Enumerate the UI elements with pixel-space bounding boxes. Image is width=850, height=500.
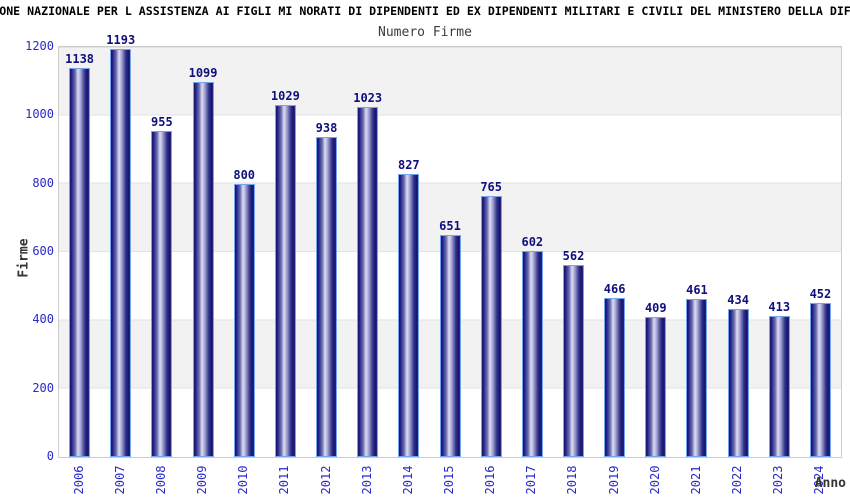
x-tick-label-2017: 2017 bbox=[524, 465, 539, 495]
bar-value-label-2022: 434 bbox=[727, 293, 749, 307]
y-tick-label-800: 800 bbox=[32, 175, 54, 190]
x-tick-label-2022: 2022 bbox=[730, 465, 745, 495]
y-tick-label-400: 400 bbox=[32, 312, 54, 327]
bar-2017 bbox=[521, 251, 543, 457]
bar-2014 bbox=[398, 174, 420, 457]
bar-value-label-2015: 651 bbox=[439, 219, 461, 233]
x-tick-label-2007: 2007 bbox=[112, 465, 127, 495]
bar-value-label-2019: 466 bbox=[603, 282, 626, 296]
y-tick-label-600: 600 bbox=[32, 244, 54, 258]
x-axis-title: Anno bbox=[814, 476, 846, 491]
bar-value-label-2013: 1023 bbox=[353, 91, 383, 105]
bar-2013 bbox=[357, 107, 379, 457]
x-tick-label-2008: 2008 bbox=[153, 465, 168, 495]
bar-2019 bbox=[604, 298, 626, 457]
x-tick-label-2016: 2016 bbox=[483, 465, 498, 495]
bar-value-label-2011: 1029 bbox=[270, 89, 300, 103]
y-tick-label-200: 200 bbox=[32, 380, 54, 395]
bar-2016 bbox=[480, 196, 502, 457]
bar-2009 bbox=[192, 82, 214, 457]
x-tick-label-2012: 2012 bbox=[318, 465, 333, 495]
x-tick-label-2019: 2019 bbox=[606, 465, 621, 495]
bar-value-label-2024: 452 bbox=[809, 287, 832, 301]
bar-2012 bbox=[316, 137, 338, 457]
bar-value-label-2006: 1138 bbox=[65, 52, 95, 66]
x-tick-label-2018: 2018 bbox=[565, 465, 580, 495]
bar-value-label-2016: 765 bbox=[480, 180, 502, 194]
x-tick-label-2011: 2011 bbox=[277, 465, 292, 495]
bar-2006 bbox=[69, 68, 91, 457]
bar-value-label-2018: 562 bbox=[562, 249, 585, 263]
bar-2007 bbox=[110, 49, 132, 457]
bar-2021 bbox=[686, 299, 708, 457]
page-title: ONE NAZIONALE PER L ASSISTENZA AI FIGLI … bbox=[0, 4, 850, 18]
bar-2015 bbox=[439, 235, 461, 457]
bar-value-label-2014: 827 bbox=[397, 158, 420, 172]
x-tick-label-2006: 2006 bbox=[71, 465, 86, 495]
bar-2023 bbox=[768, 316, 790, 457]
bar-2010 bbox=[233, 184, 255, 457]
bar-2022 bbox=[727, 309, 749, 457]
x-tick-label-2013: 2013 bbox=[359, 465, 374, 495]
bar-value-label-2008: 955 bbox=[151, 115, 173, 129]
y-tick-label-1200: 1200 bbox=[25, 39, 54, 53]
x-tick-label-2015: 2015 bbox=[442, 465, 456, 495]
x-tick-label-2009: 2009 bbox=[195, 465, 210, 495]
bar-value-label-2020: 409 bbox=[644, 301, 667, 315]
x-tick-label-2014: 2014 bbox=[400, 465, 415, 495]
x-tick-label-2023: 2023 bbox=[771, 465, 786, 495]
bar-2011 bbox=[274, 105, 296, 457]
bar-value-label-2021: 461 bbox=[686, 283, 708, 297]
bar-value-label-2010: 800 bbox=[233, 168, 256, 182]
bar-value-label-2012: 938 bbox=[315, 121, 338, 135]
bar-value-label-2007: 1193 bbox=[106, 33, 136, 47]
bar-value-label-2009: 1099 bbox=[188, 66, 218, 80]
bar-value-label-2017: 602 bbox=[521, 235, 544, 249]
x-tick-label-2010: 2010 bbox=[236, 465, 251, 495]
bar-2008 bbox=[151, 131, 173, 457]
x-tick-label-2021: 2021 bbox=[688, 465, 703, 495]
title-clip-region: ONE NAZIONALE PER L ASSISTENZA AI FIGLI … bbox=[0, 0, 850, 22]
plot-area: 1138 1193 955 1099 800 1029 938 1023 827 651 765 60… bbox=[58, 33, 842, 458]
bar-value-label-2023: 413 bbox=[768, 300, 791, 314]
bar-2020 bbox=[645, 317, 667, 457]
bar-2024 bbox=[809, 303, 831, 457]
bar-2018 bbox=[562, 265, 584, 457]
y-tick-label-1000: 1000 bbox=[25, 107, 54, 122]
x-tick-label-2020: 2020 bbox=[647, 465, 662, 495]
y-tick-label-0: 0 bbox=[46, 449, 54, 463]
chart-subtitle: Numero Firme bbox=[378, 25, 472, 40]
